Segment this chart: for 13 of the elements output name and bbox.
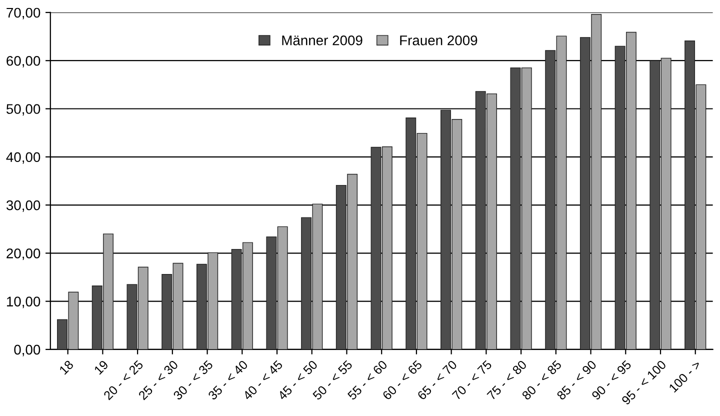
y-tick-label: 20,00 (6, 248, 40, 260)
x-tick-label: 18 (58, 360, 74, 375)
legend-label: Frauen 2009 (400, 35, 478, 46)
x-tick-label: 100 - > (668, 360, 702, 393)
y-tick-label: 30,00 (6, 200, 40, 212)
x-tick-label: 19 (94, 360, 109, 375)
y-tick-label: 50,00 (6, 104, 40, 116)
y-tick-label: 70,00 (6, 8, 40, 20)
y-tick-label: 40,00 (6, 152, 40, 164)
y-tick-label: 0,00 (14, 344, 40, 356)
y-tick-label: 60,00 (6, 56, 40, 68)
y-tick-label: 10,00 (6, 296, 40, 308)
legend-label: Männer 2009 (282, 35, 362, 46)
